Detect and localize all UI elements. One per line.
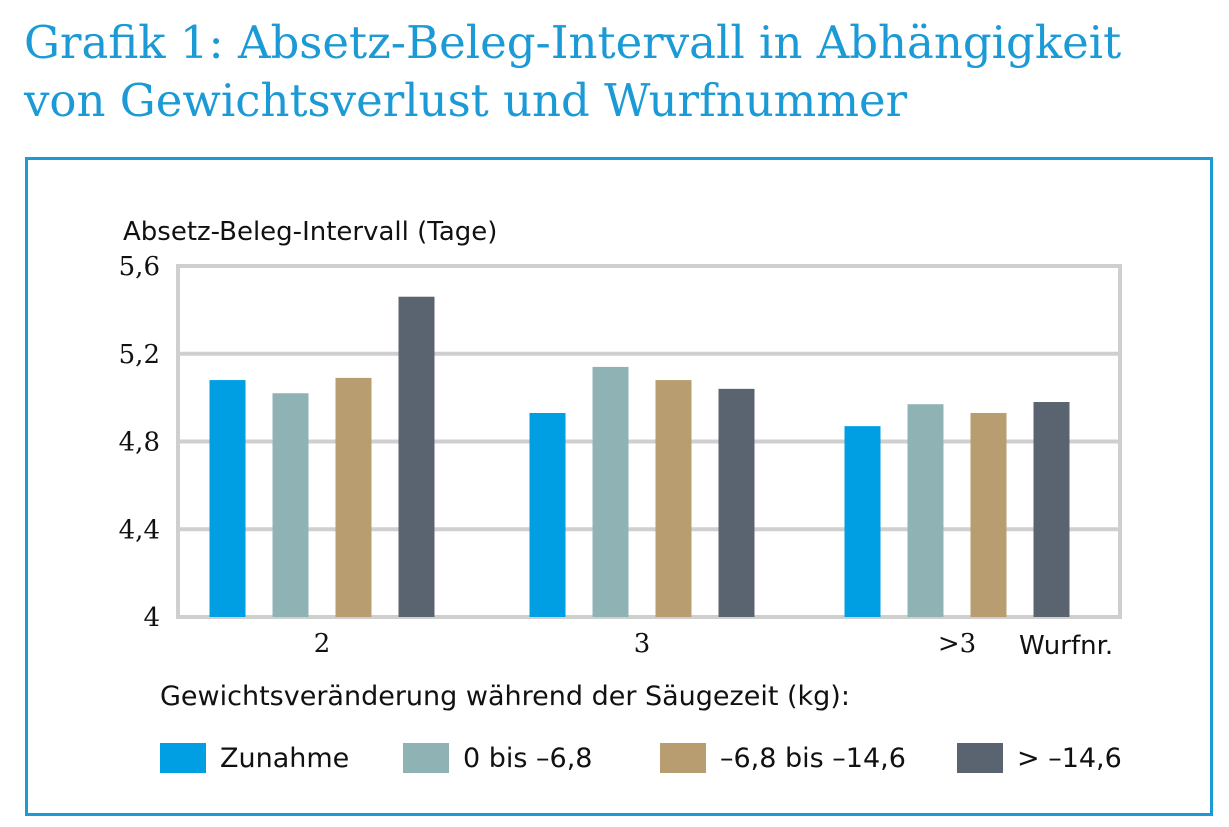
chart-title: Grafik 1: Absetz-Beleg-Intervall in Abhä…: [24, 16, 1122, 127]
legend-label-0-bis-6-8: 0 bis –6,8: [463, 742, 593, 774]
bar-0-bis-6-8-2: [272, 393, 309, 617]
bar-14-6-3: [718, 388, 755, 617]
chart-frame: [25, 157, 1213, 816]
x-tick-label: 3: [634, 629, 651, 659]
legend-item-ueber-14-6: > –14,6: [957, 738, 1122, 778]
x-axis-label: Wurfnr.: [1019, 631, 1113, 661]
y-axis-label: Absetz-Beleg-Intervall (Tage): [123, 217, 497, 247]
bar-14-6-2: [398, 296, 435, 617]
bar-zunahme-3: [529, 412, 566, 617]
y-tick-label: 4,4: [119, 515, 160, 545]
y-tick-label: 4: [143, 603, 160, 633]
legend: Zunahme 0 bis –6,8 –6,8 bis –14,6 > –14,…: [160, 738, 1200, 778]
bar-14-6-3: [1033, 402, 1070, 617]
legend-swatch-6-8-bis-14-6: [660, 743, 706, 773]
bar-zunahme-2: [209, 380, 246, 617]
y-tick-label: 4,8: [119, 428, 160, 458]
bar-6-8-bis-14-6-3: [655, 380, 692, 617]
x-tick-label: >3: [938, 629, 976, 659]
bar-0-bis-6-8-3: [592, 366, 629, 617]
legend-label-ueber-14-6: > –14,6: [1017, 742, 1122, 774]
bar-0-bis-6-8-3: [907, 404, 944, 617]
bar-6-8-bis-14-6-2: [335, 377, 372, 617]
x-tick-label: 2: [314, 629, 331, 659]
legend-label-6-8-bis-14-6: –6,8 bis –14,6: [720, 742, 906, 774]
legend-title: Gewichtsveränderung während der Säugezei…: [160, 681, 850, 712]
bar-6-8-bis-14-6-3: [970, 412, 1007, 617]
legend-swatch-0-bis-6-8: [403, 743, 449, 773]
bar-zunahme-3: [844, 426, 881, 617]
legend-item-zunahme: Zunahme: [160, 738, 349, 778]
legend-swatch-zunahme: [160, 743, 206, 773]
legend-item-0-bis-6-8: 0 bis –6,8: [403, 738, 593, 778]
y-tick-label: 5,6: [119, 252, 160, 282]
legend-label-zunahme: Zunahme: [220, 742, 350, 774]
y-tick-label: 5,2: [119, 340, 160, 370]
legend-swatch-ueber-14-6: [957, 743, 1003, 773]
legend-item-6-8-bis-14-6: –6,8 bis –14,6: [660, 738, 906, 778]
